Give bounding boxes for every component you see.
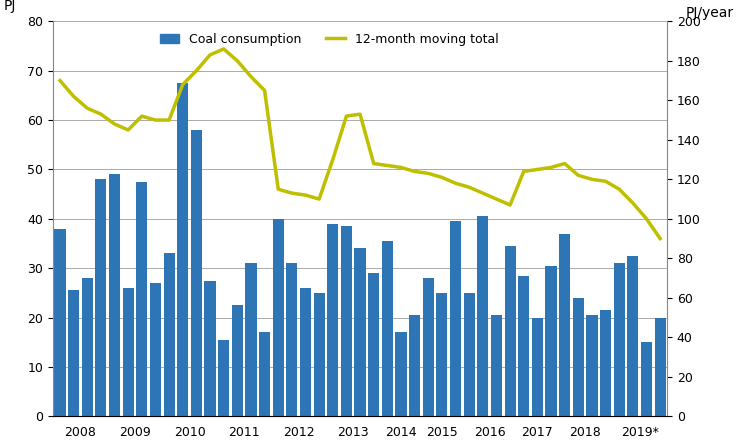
Bar: [396, 332, 407, 416]
Bar: [177, 83, 188, 416]
Legend: Coal consumption, 12-month moving total: Coal consumption, 12-month moving total: [155, 28, 504, 50]
Bar: [436, 293, 447, 416]
Bar: [641, 342, 652, 416]
Bar: [505, 246, 516, 416]
Bar: [191, 130, 202, 416]
Bar: [477, 216, 489, 416]
Bar: [655, 318, 666, 416]
Bar: [314, 293, 325, 416]
Bar: [137, 182, 148, 416]
Bar: [150, 283, 161, 416]
Bar: [272, 219, 284, 416]
Bar: [286, 263, 297, 416]
Bar: [164, 253, 175, 416]
Bar: [613, 263, 625, 416]
Bar: [409, 315, 420, 416]
Bar: [123, 288, 134, 416]
Bar: [423, 278, 434, 416]
Bar: [82, 278, 93, 416]
Bar: [327, 224, 339, 416]
Bar: [463, 293, 475, 416]
Y-axis label: PJ: PJ: [4, 0, 16, 13]
Bar: [245, 263, 257, 416]
Bar: [232, 305, 243, 416]
Bar: [518, 276, 529, 416]
Bar: [95, 179, 106, 416]
Bar: [491, 315, 502, 416]
Bar: [627, 256, 638, 416]
Bar: [587, 315, 598, 416]
Bar: [559, 234, 570, 416]
Bar: [68, 290, 79, 416]
Bar: [341, 226, 352, 416]
Bar: [55, 229, 66, 416]
Bar: [109, 174, 120, 416]
Bar: [382, 241, 393, 416]
Bar: [368, 273, 379, 416]
Bar: [532, 318, 543, 416]
Bar: [354, 248, 365, 416]
Bar: [300, 288, 311, 416]
Bar: [600, 310, 611, 416]
Y-axis label: PJ/year: PJ/year: [686, 5, 734, 20]
Bar: [573, 298, 584, 416]
Bar: [204, 281, 215, 416]
Bar: [545, 266, 556, 416]
Bar: [450, 221, 461, 416]
Bar: [218, 340, 230, 416]
Bar: [259, 332, 270, 416]
